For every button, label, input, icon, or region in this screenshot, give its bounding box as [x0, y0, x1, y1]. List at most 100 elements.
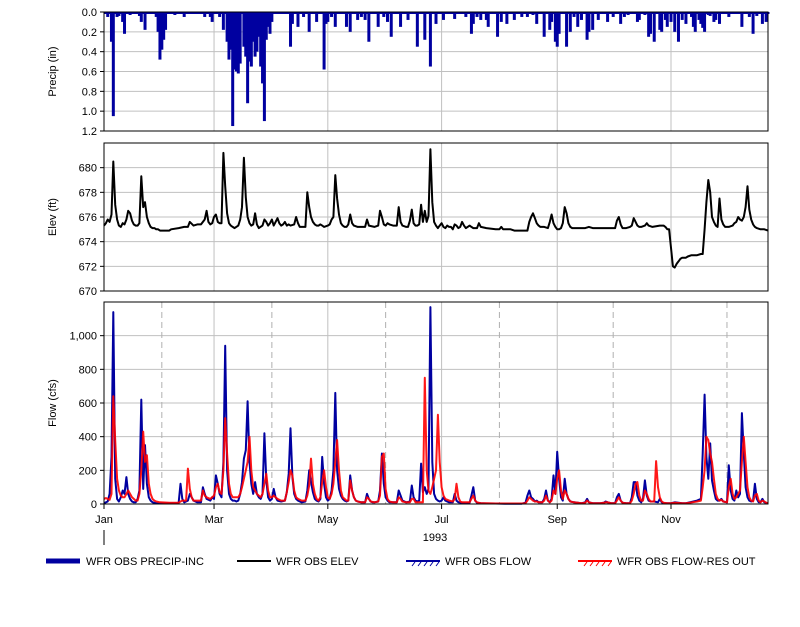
precip-bar — [415, 12, 419, 47]
flow-panel: 0 200 400 600 800 1,000 Flow (cfs) — [47, 301, 769, 511]
precip-bar — [399, 12, 403, 27]
precip-bar — [356, 12, 360, 20]
precip-bar — [579, 12, 583, 20]
precip-bar — [697, 12, 701, 20]
precip-bar — [326, 12, 330, 22]
precip-bar — [471, 12, 475, 24]
precip-bar — [691, 12, 695, 27]
precip-bar — [747, 12, 751, 17]
precip-bar — [249, 12, 253, 67]
precip-bar — [542, 12, 546, 37]
precip-bar — [406, 12, 410, 20]
elev-ytick-label: 676 — [79, 212, 97, 224]
precip-bar — [585, 12, 589, 40]
wfr-obs-elev-line — [103, 148, 769, 269]
precip-bar — [663, 12, 667, 20]
precip-bar — [727, 12, 731, 17]
precip-bar — [154, 12, 158, 17]
precip-ytick-label: 0.6 — [82, 67, 97, 79]
precip-bar — [701, 12, 705, 28]
precip-bar — [324, 12, 328, 24]
precip-bar — [693, 12, 697, 32]
precip-bar — [261, 12, 265, 84]
precip-ytick-label: 0.2 — [82, 27, 97, 39]
precip-ytick-label: 1.2 — [82, 126, 97, 138]
precip-bar — [740, 12, 744, 27]
precip-bar — [182, 12, 186, 17]
precip-bar — [512, 12, 516, 20]
precip-bar — [244, 12, 248, 57]
x-tick-label: Sep — [547, 514, 567, 526]
elev-panel: 670 672 674 676 678 680 Elev (ft) — [47, 142, 769, 298]
legend-hatch-flow — [411, 561, 440, 567]
precip-bar — [486, 12, 490, 27]
precip-bar — [606, 12, 610, 22]
precip-bar — [669, 12, 673, 22]
precip-bar — [660, 12, 664, 32]
precip-bar — [619, 12, 623, 24]
precip-ytick-label: 0.4 — [82, 47, 97, 59]
precip-bar — [270, 12, 274, 22]
legend-hatch-res-out — [583, 561, 612, 567]
precip-bar — [520, 12, 524, 17]
precip-bar — [218, 12, 222, 17]
precip-bar — [434, 12, 438, 24]
precip-bar — [253, 12, 257, 57]
precip-bar — [242, 12, 246, 47]
precip-bar — [348, 12, 352, 32]
precip-bar — [535, 12, 539, 24]
precip-bar — [565, 12, 569, 47]
precip-bar — [115, 12, 119, 17]
precip-bar — [227, 12, 231, 60]
precip-bar — [505, 12, 509, 24]
legend-label-res-out: WFR OBS FLOW-RES OUT — [617, 556, 756, 568]
flow-ytick-label: 800 — [79, 364, 97, 376]
flow-ytick-label: 0 — [91, 499, 97, 511]
precip-bar — [259, 12, 263, 67]
precip-bar — [330, 12, 334, 17]
precip-bar — [162, 12, 166, 40]
precip-bar — [673, 12, 677, 32]
legend-label-precip: WFR OBS PRECIP-INC — [86, 556, 204, 568]
precip-bar — [257, 12, 261, 37]
x-tick-label: Jul — [435, 514, 449, 526]
precip-bar — [247, 12, 251, 62]
precip-bar — [246, 12, 250, 104]
precip-bar — [376, 12, 380, 27]
precip-bar — [648, 12, 652, 34]
precip-bar — [525, 12, 529, 17]
legend-label-flow: WFR OBS FLOW — [445, 556, 532, 568]
precip-bar — [382, 12, 386, 17]
precip-bar — [160, 12, 164, 50]
precip-bar — [676, 12, 680, 42]
precip-bar — [344, 12, 348, 27]
precip-bar — [475, 12, 479, 17]
precip-ylabel: Precip (in) — [47, 46, 59, 96]
wfr-obs-flow-res-out-line — [103, 376, 769, 505]
precip-bar — [251, 12, 255, 42]
precip-bar — [587, 12, 591, 32]
legend: WFR OBS PRECIP-INC WFR OBS ELEV WFR OBS … — [46, 556, 756, 568]
precip-bar — [289, 12, 293, 47]
precip-bar — [210, 12, 214, 22]
precip-bar — [652, 12, 656, 42]
precip-bar — [389, 12, 393, 37]
precip-bar — [718, 12, 722, 24]
x-tick-label: May — [317, 514, 338, 526]
precip-bar — [233, 12, 237, 70]
precip-bar — [690, 12, 694, 17]
precip-bar — [496, 12, 500, 37]
wfr-obs-flow-line — [103, 306, 769, 505]
precip-bar — [622, 12, 626, 17]
precip-bar — [714, 12, 718, 20]
precip-bar — [635, 12, 639, 22]
elev-ytick-label: 674 — [79, 237, 97, 249]
precip-bar — [333, 12, 337, 27]
precip-bar — [359, 12, 363, 17]
precip-bar — [712, 12, 716, 22]
precip-bar — [264, 12, 268, 40]
elev-ylabel: Elev (ft) — [47, 198, 59, 236]
precip-bar — [322, 12, 326, 70]
precip-bar — [238, 12, 242, 64]
precip-ytick-label: 1.0 — [82, 106, 97, 118]
